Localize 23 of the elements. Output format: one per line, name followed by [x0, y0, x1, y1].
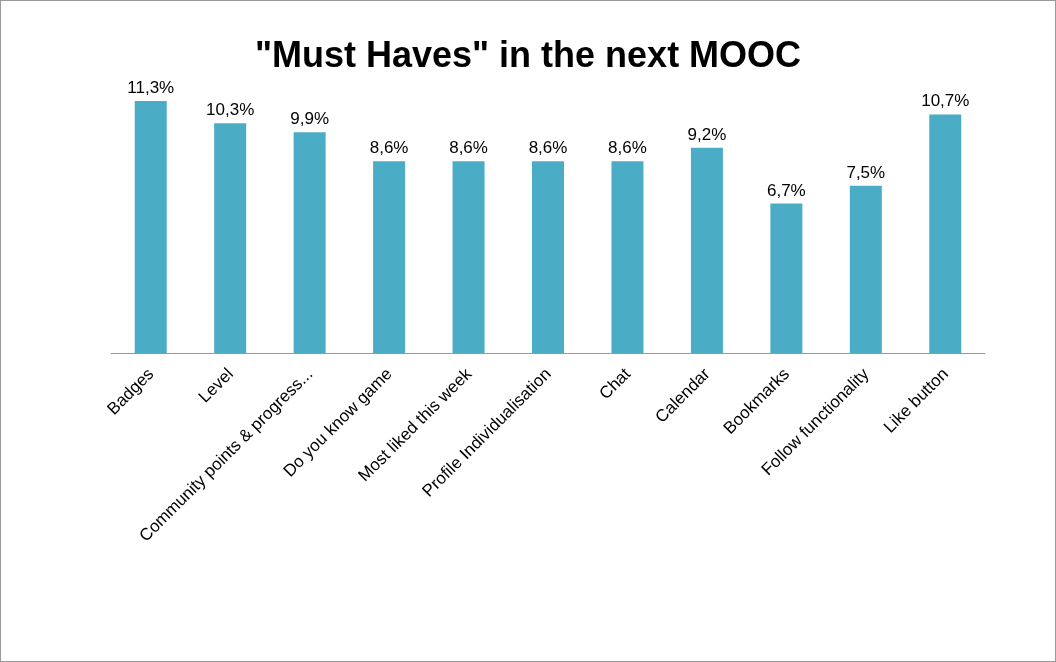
data-label: 9,2%: [687, 124, 727, 144]
bar: [611, 161, 644, 353]
data-label: 7,5%: [846, 162, 886, 182]
data-label: 8,6%: [528, 138, 568, 158]
bar: [214, 123, 247, 353]
bar: [849, 185, 882, 353]
data-label: 8,6%: [369, 138, 409, 158]
chart-title: "Must Haves" in the next MOOC: [254, 33, 802, 75]
data-label: 11,3%: [127, 78, 175, 97]
data-label: 10,7%: [921, 91, 970, 111]
bar: [690, 147, 723, 353]
bar: [929, 114, 962, 353]
data-label: 8,6%: [608, 138, 647, 158]
bar: [452, 161, 485, 353]
data-label: 9,9%: [290, 109, 330, 129]
bar: [373, 161, 406, 353]
bar: [532, 161, 564, 353]
data-label: 8,6%: [449, 138, 488, 158]
data-label: 10,3%: [206, 100, 255, 120]
data-label: 6,7%: [766, 180, 806, 200]
bar: [293, 132, 326, 353]
bar: [134, 101, 167, 353]
bar: [770, 203, 803, 353]
